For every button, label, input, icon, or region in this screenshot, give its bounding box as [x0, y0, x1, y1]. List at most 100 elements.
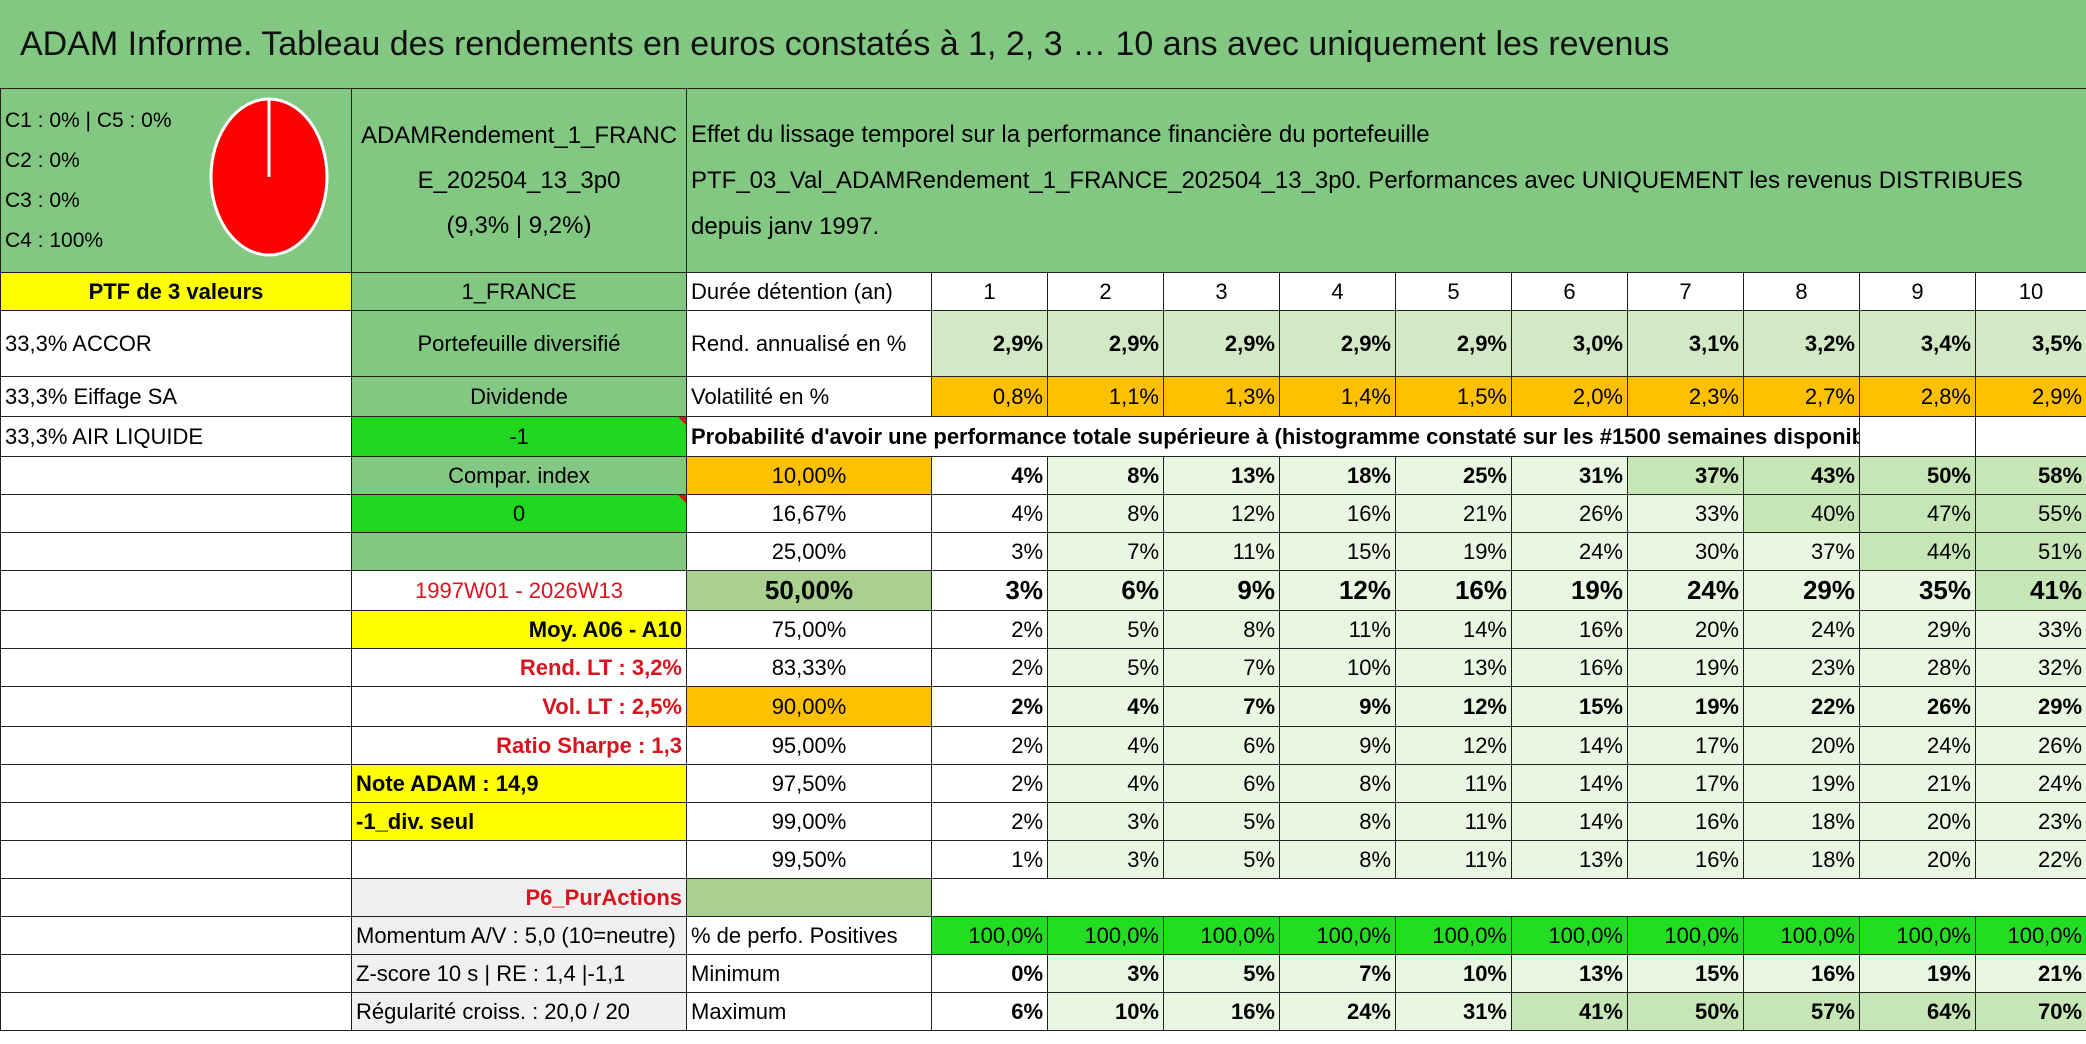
probability-value: 5%	[1163, 802, 1280, 841]
probability-value: 24%	[1859, 726, 1976, 765]
long-term-return: Rend. LT : 3,2%	[351, 648, 687, 687]
maximum-value: 31%	[1395, 992, 1512, 1031]
holding-air-liquide: 33,3% AIR LIQUIDE	[0, 416, 352, 457]
empty-cell	[0, 532, 352, 571]
momentum-label: Momentum A/V : 5,0 (10=neutre)	[351, 916, 687, 955]
probability-value: 8%	[1279, 840, 1396, 879]
probability-value: 12%	[1163, 494, 1280, 533]
volatility-label: Volatilité en %	[686, 376, 932, 417]
probability-value: 9%	[1279, 726, 1396, 765]
dividend-only-label: -1_div. seul	[351, 802, 687, 841]
empty-cell	[0, 916, 352, 955]
probability-value: 8%	[1163, 610, 1280, 649]
probability-value: 9%	[1163, 570, 1280, 611]
duration-label: Durée détention (an)	[686, 272, 932, 311]
probability-value: 7%	[1163, 686, 1280, 727]
maximum-value: 6%	[931, 992, 1048, 1031]
year-header: 8	[1743, 272, 1860, 311]
probability-value: 16%	[1511, 648, 1628, 687]
positive-perf-value: 100,0%	[931, 916, 1048, 955]
empty-cell	[0, 726, 352, 765]
probability-value: 3%	[931, 532, 1048, 571]
return-value: 3,4%	[1859, 310, 1976, 377]
probability-value: 14%	[1395, 610, 1512, 649]
maximum-value: 57%	[1743, 992, 1860, 1031]
probability-threshold: 25,00%	[686, 532, 932, 571]
probability-value: 12%	[1279, 570, 1396, 611]
probability-value: 16%	[1395, 570, 1512, 611]
probability-value: 20%	[1627, 610, 1744, 649]
probability-value: 5%	[1163, 840, 1280, 879]
minimum-value: 13%	[1511, 954, 1628, 993]
probability-value: 11%	[1395, 802, 1512, 841]
maximum-value: 50%	[1627, 992, 1744, 1031]
probability-value: 29%	[1974, 686, 2086, 727]
dividend-flag: -1	[351, 416, 687, 457]
probability-value: 15%	[1279, 532, 1396, 571]
empty-cell	[0, 764, 352, 803]
probability-value: 22%	[1974, 840, 2086, 879]
probability-value: 21%	[1859, 764, 1976, 803]
probability-value: 2%	[931, 648, 1048, 687]
positive-perf-value: 100,0%	[1395, 916, 1512, 955]
return-value: 3,2%	[1743, 310, 1860, 377]
probability-value: 26%	[1511, 494, 1628, 533]
maximum-value: 64%	[1859, 992, 1976, 1031]
probability-value: 2%	[931, 764, 1048, 803]
positive-perf-value: 100,0%	[1047, 916, 1164, 955]
probability-value: 2%	[931, 802, 1048, 841]
adam-score: Note ADAM : 14,9	[351, 764, 687, 803]
probability-value: 8%	[1047, 456, 1164, 495]
probability-value: 12%	[1395, 686, 1512, 727]
probability-value: 37%	[1627, 456, 1744, 495]
empty-cell	[1974, 416, 2086, 457]
probability-value: 4%	[931, 456, 1048, 495]
probability-value: 7%	[1163, 648, 1280, 687]
year-header: 5	[1395, 272, 1512, 311]
probability-value: 4%	[1047, 726, 1164, 765]
probability-value: 33%	[1627, 494, 1744, 533]
volatility-value: 2,9%	[1974, 376, 2086, 417]
probability-value: 33%	[1974, 610, 2086, 649]
minimum-value: 10%	[1395, 954, 1512, 993]
probability-value: 17%	[1627, 764, 1744, 803]
allocation-pie-chart	[209, 97, 329, 257]
probability-value: 5%	[1047, 648, 1164, 687]
description-line1: Effet du lissage temporel sur la perform…	[691, 120, 1430, 148]
year-header: 7	[1627, 272, 1744, 311]
empty-cell	[686, 878, 932, 917]
probability-value: 20%	[1743, 726, 1860, 765]
return-value: 2,9%	[1163, 310, 1280, 377]
empty-cell	[0, 840, 352, 879]
probability-value: 3%	[1047, 802, 1164, 841]
probability-value: 8%	[1279, 802, 1396, 841]
probability-value: 30%	[1627, 532, 1744, 571]
probability-value: 28%	[1859, 648, 1976, 687]
year-header: 9	[1859, 272, 1976, 311]
probability-threshold: 16,67%	[686, 494, 932, 533]
volatility-value: 0,8%	[931, 376, 1048, 417]
probability-value: 16%	[1627, 802, 1744, 841]
probability-value: 24%	[1974, 764, 2086, 803]
probability-value: 24%	[1511, 532, 1628, 571]
probability-value: 13%	[1395, 648, 1512, 687]
probability-value: 14%	[1511, 802, 1628, 841]
volatility-value: 1,4%	[1279, 376, 1396, 417]
probability-value: 18%	[1279, 456, 1396, 495]
probability-value: 35%	[1859, 570, 1976, 611]
probability-value: 11%	[1395, 840, 1512, 879]
empty-cell	[0, 802, 352, 841]
volatility-value: 1,3%	[1163, 376, 1280, 417]
probability-value: 8%	[1047, 494, 1164, 533]
probability-value: 44%	[1859, 532, 1976, 571]
empty-cell	[0, 992, 352, 1031]
probability-header: Probabilité d'avoir une performance tota…	[686, 416, 1860, 457]
probability-value: 24%	[1627, 570, 1744, 611]
probability-value: 47%	[1859, 494, 1976, 533]
volatility-value: 1,5%	[1395, 376, 1512, 417]
probability-value: 16%	[1511, 610, 1628, 649]
probability-value: 18%	[1743, 802, 1860, 841]
report-title: ADAM Informe. Tableau des rendements en …	[0, 0, 2086, 88]
probability-value: 6%	[1163, 726, 1280, 765]
probability-threshold: 75,00%	[686, 610, 932, 649]
